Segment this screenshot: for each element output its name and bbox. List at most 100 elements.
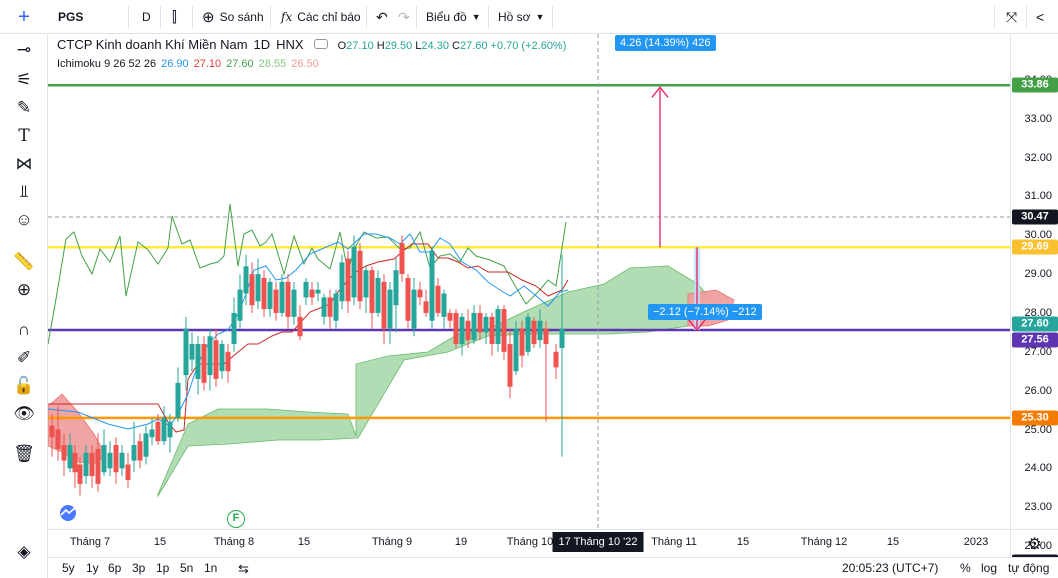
- candle-up: [303, 281, 309, 298]
- candle-up: [411, 289, 417, 329]
- layers-icon[interactable]: ◈: [17, 542, 31, 561]
- eye-icon[interactable]: 👁: [13, 404, 35, 423]
- candle-up: [483, 316, 489, 333]
- price-level-label: 25.30: [1012, 410, 1058, 426]
- candle-down: [345, 258, 351, 302]
- time-tick-label: Tháng 8: [213, 536, 255, 548]
- candle-up: [339, 262, 345, 302]
- auto-toggle[interactable]: tự động: [1008, 561, 1050, 575]
- crosshair-icon[interactable]: +: [18, 5, 30, 28]
- candle-up: [537, 320, 543, 341]
- range-button-1y[interactable]: 1y: [86, 561, 99, 575]
- range-button-3p[interactable]: 3p: [132, 561, 146, 575]
- time-tick-label: Tháng 10: [506, 536, 554, 548]
- candle-up: [219, 344, 225, 372]
- symbol-search-button[interactable]: PGS: [50, 0, 91, 34]
- candle-down: [72, 452, 78, 473]
- price-level-label: 33.86: [1012, 77, 1058, 93]
- indicators-button[interactable]: fx Các chỉ báo: [273, 0, 369, 34]
- candle-down: [465, 320, 471, 341]
- range-button-1p[interactable]: 1p: [156, 561, 170, 575]
- settings-gear-icon[interactable]: ⚙: [1010, 529, 1058, 557]
- candle-up: [333, 293, 339, 321]
- lock-icon[interactable]: 🔓: [13, 376, 35, 395]
- legend-interval: 1D: [253, 37, 271, 52]
- price-axis[interactable]: 34.0033.0032.0031.0030.0029.0028.0027.00…: [1010, 34, 1058, 570]
- candle-down: [417, 289, 423, 298]
- time-tick-label: 15: [153, 536, 167, 548]
- interval-label: D: [142, 10, 151, 24]
- candle-up: [559, 328, 565, 348]
- emoji-icon[interactable]: ☺: [15, 210, 33, 229]
- time-tick-label: 15: [886, 536, 900, 548]
- candle-up: [167, 421, 173, 438]
- lock-drawing-icon[interactable]: ✐: [16, 348, 32, 367]
- range-button-6p[interactable]: 6p: [108, 561, 122, 575]
- ichimoku-value: 27.10: [193, 58, 222, 70]
- legend-name: CTCP Kinh doanh Khí Miền Nam: [57, 37, 248, 52]
- layout-button[interactable]: Biểu đồ ▼: [418, 0, 489, 34]
- symbol-legend: CTCP Kinh doanh Khí Miền Nam 1D HNX O27.…: [57, 37, 566, 52]
- ruler-icon[interactable]: 📏: [13, 252, 35, 271]
- candle-down: [405, 277, 411, 321]
- measure-arrowhead-up: [651, 86, 669, 98]
- range-button-5y[interactable]: 5y: [62, 561, 75, 575]
- candle-down: [285, 281, 291, 317]
- candle-up: [189, 344, 195, 360]
- candle-up: [231, 312, 237, 345]
- fib-icon[interactable]: ⚟: [16, 70, 32, 89]
- chart-pane[interactable]: [48, 34, 1010, 529]
- divider: [160, 6, 161, 28]
- candle-down: [327, 297, 333, 317]
- text-icon[interactable]: T: [18, 126, 30, 146]
- time-tick-label: 15: [736, 536, 750, 548]
- candle-down: [225, 351, 231, 372]
- ichimoku-legend[interactable]: Ichimoku 9 26 52 26 26.90 27.10 27.60 28.55…: [57, 58, 319, 70]
- event-flag-icon[interactable]: F: [227, 510, 245, 528]
- candle-down: [125, 464, 131, 481]
- time-axis[interactable]: Tháng 7 15 Tháng 8 15 Tháng 9 19 Tháng 10 Tháng…: [48, 529, 1010, 557]
- trash-icon[interactable]: 🗑: [13, 444, 35, 463]
- zoom-in-icon[interactable]: ⊕: [16, 280, 32, 299]
- log-toggle[interactable]: log: [981, 561, 998, 575]
- share-button[interactable]: <: [1028, 0, 1052, 34]
- interval-button[interactable]: D: [134, 0, 159, 34]
- bottom-toolbar: ⇆ 20:05:23 (UTC+7) % log tự động 5y 1y 6p 3…: [48, 557, 1058, 578]
- candle-up: [237, 289, 243, 321]
- price-chart[interactable]: [48, 34, 1010, 529]
- horizontal-line-icon[interactable]: ⊸: [16, 40, 32, 59]
- time-tick-label: 15: [297, 536, 311, 548]
- percent-toggle[interactable]: %: [960, 561, 971, 575]
- candle-down: [113, 445, 119, 473]
- candle-up: [243, 266, 249, 294]
- candle-down: [543, 328, 549, 345]
- ichimoku-lagging-span: [48, 203, 567, 345]
- close-value: 27.60: [459, 40, 488, 52]
- candle-up: [321, 297, 327, 317]
- price-level-label: 29.69: [1012, 239, 1058, 255]
- prediction-icon[interactable]: ⫫: [19, 182, 29, 201]
- fullscreen-button[interactable]: ⤧: [998, 0, 1025, 34]
- candle-down: [553, 351, 559, 368]
- range-button-5n[interactable]: 5n: [180, 561, 194, 575]
- price-level-label: 27.60: [1012, 316, 1058, 332]
- compare-button[interactable]: ⊕ So sánh: [194, 0, 272, 34]
- undo-button[interactable]: ↶: [368, 0, 396, 34]
- measure-label-upper: 4.26 (14.39%) 426: [615, 35, 716, 51]
- measure-arrowhead-down: [688, 319, 706, 332]
- candle-down: [381, 281, 387, 329]
- share-icon: <: [1036, 9, 1045, 25]
- open-value: 27.10: [346, 40, 374, 52]
- magnet-icon[interactable]: ∩: [17, 320, 31, 339]
- pattern-icon[interactable]: ⋈: [15, 154, 33, 173]
- redo-button[interactable]: ↷: [390, 0, 418, 34]
- goto-date-icon[interactable]: ⇆: [238, 561, 249, 576]
- chart-type-button[interactable]: ⫿: [164, 0, 185, 34]
- brush-icon[interactable]: ✎: [16, 98, 32, 117]
- candle-up: [267, 281, 273, 310]
- candle-down: [249, 274, 255, 306]
- divider: [128, 6, 129, 28]
- profile-button[interactable]: Hồ sơ ▼: [490, 0, 552, 34]
- range-button-1n[interactable]: 1n: [204, 561, 218, 575]
- candle-up: [143, 433, 149, 457]
